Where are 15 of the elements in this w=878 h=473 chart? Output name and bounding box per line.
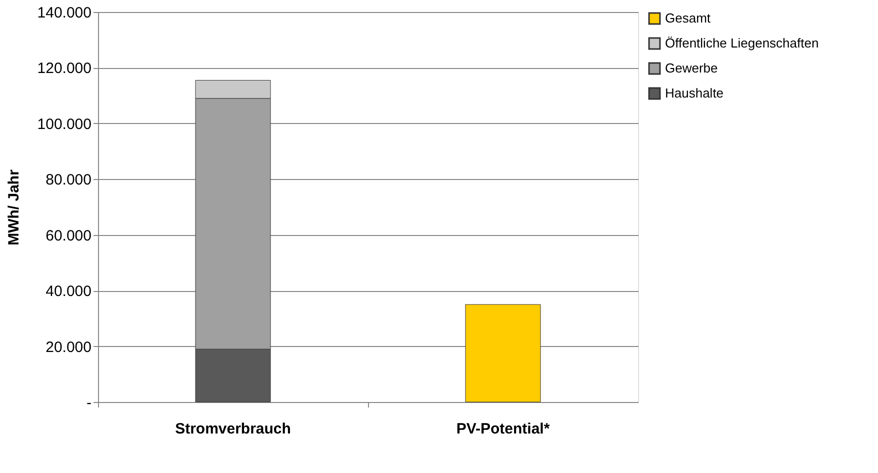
legend-label: Gewerbe — [665, 60, 718, 76]
y-tick-label: 40.000 — [46, 283, 92, 300]
legend-label: Öffentliche Liegenschaften — [665, 36, 819, 50]
x-tick-label: PV-Potential* — [456, 420, 550, 438]
y-axis-title: MWh/ Jahr — [5, 169, 22, 246]
y-tick-label: 100.000 — [37, 116, 92, 133]
legend-label: Haushalte — [665, 86, 724, 100]
y-tick-label: 20.000 — [46, 338, 92, 356]
y-tick-label: - — [86, 394, 92, 412]
legend-label: Gesamt — [665, 10, 711, 26]
y-tick-label: 80.000 — [46, 172, 92, 189]
y-tick-label: 140.000 — [37, 4, 92, 22]
y-tick-label: 60.000 — [46, 227, 92, 244]
y-tick-label: 120.000 — [37, 60, 92, 78]
x-tick-label: Stromverbrauch — [175, 420, 291, 438]
